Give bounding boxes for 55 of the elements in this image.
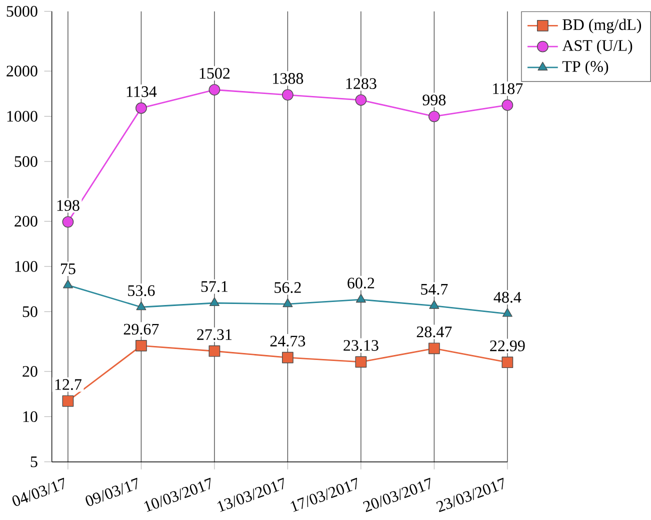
data-label: 54.7 [421, 284, 448, 295]
y-tick-label: 100 [15, 260, 38, 272]
point [209, 297, 220, 306]
data-label: 29.67 [124, 324, 159, 335]
y-tick-label: 500 [14, 156, 38, 167]
data-label: 75 [61, 263, 76, 274]
point [429, 300, 440, 309]
y-tick-label: 20 [22, 366, 38, 377]
data-label: 1187 [493, 83, 523, 94]
data-label: 23.13 [344, 340, 378, 351]
y-tick-label: 1000 [7, 110, 38, 122]
data-label: 998 [422, 94, 446, 106]
y-tick-label: 50 [22, 306, 38, 317]
data-label: 57.1 [201, 281, 228, 292]
point [136, 301, 146, 310]
legend-label: AST (U/L) [562, 40, 632, 54]
data-label: 28.47 [416, 326, 452, 338]
point [355, 94, 367, 106]
point [62, 279, 73, 288]
point [208, 84, 220, 96]
point [136, 340, 147, 352]
data-label: 53.6 [128, 285, 155, 296]
point [428, 110, 440, 122]
y-tick-label: 5 [30, 456, 38, 468]
data-label: 27.31 [197, 329, 232, 340]
data-label: 12.7 [55, 379, 82, 390]
point [282, 298, 293, 307]
point [208, 345, 220, 357]
data-label: 22.99 [490, 340, 525, 352]
point [62, 395, 74, 407]
point [282, 352, 294, 364]
y-tick-label: 10 [23, 411, 38, 422]
y-tick-label: 200 [14, 216, 38, 227]
point [502, 99, 514, 111]
legend-label: TP (%) [562, 60, 608, 76]
data-label: 60.2 [348, 278, 374, 288]
data-label: 56.2 [274, 282, 301, 293]
data-label: 1134 [126, 86, 157, 97]
data-label: 24.73 [270, 336, 306, 346]
data-label: 1388 [273, 72, 304, 84]
data-label: 1283 [346, 78, 376, 89]
point [355, 356, 367, 368]
point [502, 308, 512, 317]
y-tick-label: 5000 [6, 6, 38, 17]
point [62, 216, 74, 228]
point [282, 89, 294, 101]
data-label: 198 [57, 200, 80, 211]
point [428, 342, 440, 354]
point [502, 356, 514, 368]
data-label: 1502 [200, 68, 230, 79]
y-tick-label: 2000 [6, 66, 38, 76]
point [356, 294, 366, 303]
point [136, 102, 147, 114]
data-label: 48.4 [494, 292, 522, 303]
legend-label: BD (mg/dL) [562, 18, 642, 34]
